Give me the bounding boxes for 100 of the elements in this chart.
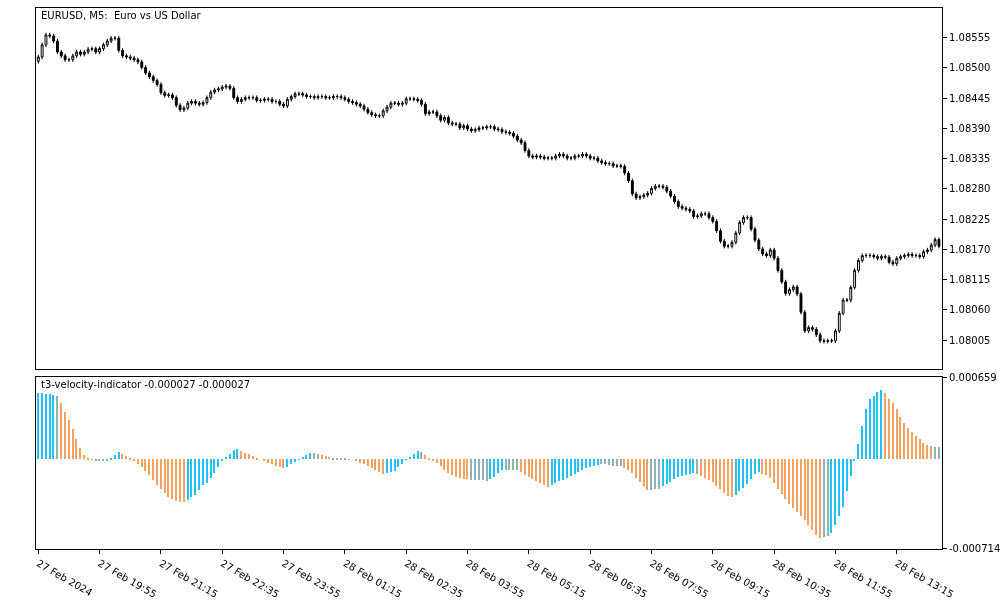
- bar: [520, 459, 522, 473]
- candlestick: [132, 55, 136, 63]
- candlestick: [696, 213, 699, 220]
- bar: [765, 459, 767, 476]
- candlestick: [558, 151, 561, 159]
- candlestick: [239, 96, 243, 105]
- bar: [125, 456, 127, 460]
- bar: [179, 459, 181, 503]
- bar: [451, 459, 453, 476]
- bar: [558, 459, 560, 482]
- y-tick-label: 1.08445: [949, 92, 991, 104]
- bar: [735, 459, 737, 496]
- candlestick: [538, 153, 542, 160]
- candlestick: [209, 89, 213, 101]
- candlestick: [665, 184, 669, 194]
- bar: [447, 459, 449, 474]
- bar: [225, 457, 227, 460]
- candlestick: [79, 49, 82, 57]
- bar: [631, 459, 633, 474]
- bar: [440, 459, 442, 467]
- candlestick: [500, 126, 504, 135]
- bar: [148, 459, 150, 476]
- bar: [336, 458, 338, 461]
- candlestick: [389, 100, 393, 110]
- bar: [731, 459, 733, 498]
- bar: [286, 459, 288, 468]
- bar: [608, 459, 610, 466]
- bar: [45, 394, 47, 460]
- candlestick: [282, 101, 286, 109]
- candlestick: [887, 254, 891, 265]
- bar: [83, 455, 85, 460]
- bar: [666, 459, 668, 485]
- candlestick: [75, 49, 79, 59]
- bar: [880, 390, 882, 460]
- candlestick: [462, 123, 466, 131]
- candlestick: [535, 153, 538, 160]
- bar: [784, 459, 786, 500]
- bar: [535, 459, 537, 482]
- bar: [888, 399, 890, 460]
- bar: [677, 459, 679, 478]
- bar: [846, 459, 848, 492]
- candlestick: [354, 99, 358, 107]
- candlestick: [374, 112, 377, 119]
- bar: [581, 459, 583, 471]
- bar: [746, 459, 748, 485]
- bar: [233, 450, 235, 460]
- candlestick: [232, 85, 236, 101]
- bar: [873, 396, 875, 460]
- y-tick-label: 1.08005: [949, 334, 991, 346]
- bar: [137, 459, 139, 465]
- y-tick-label: 1.08225: [949, 213, 991, 225]
- bar: [386, 459, 388, 474]
- bar: [723, 459, 725, 494]
- candlestick: [768, 247, 772, 259]
- bar: [432, 459, 434, 462]
- bar: [842, 459, 844, 508]
- bar: [669, 459, 671, 483]
- candlestick: [339, 93, 343, 101]
- bar: [355, 459, 357, 462]
- y-tick-label: 0.000659: [949, 371, 997, 383]
- candlestick: [581, 151, 584, 159]
- bar: [175, 459, 177, 502]
- candlestick: [891, 259, 895, 267]
- candlestick: [588, 153, 592, 161]
- bar: [850, 459, 852, 477]
- candlestick: [404, 96, 408, 106]
- bar: [777, 459, 779, 490]
- candlestick: [868, 252, 872, 259]
- bar: [593, 459, 595, 467]
- bar: [788, 459, 790, 505]
- candlestick: [895, 255, 899, 267]
- candlestick: [224, 83, 228, 90]
- bar: [363, 459, 365, 465]
- candlestick: [684, 205, 688, 213]
- bar: [892, 403, 894, 460]
- candlestick: [791, 284, 795, 293]
- candlestick: [876, 253, 880, 261]
- bar: [321, 455, 323, 460]
- bar: [56, 396, 58, 460]
- candlestick: [320, 93, 324, 100]
- bar: [267, 459, 269, 464]
- bar: [49, 394, 51, 460]
- candlestick: [554, 153, 558, 161]
- bar: [643, 459, 645, 487]
- bar: [87, 458, 89, 461]
- bar: [512, 459, 514, 471]
- candlestick: [435, 109, 439, 119]
- bar: [221, 459, 223, 462]
- bar: [646, 459, 648, 491]
- bar: [309, 453, 311, 460]
- candlestick: [653, 183, 657, 192]
- bar: [562, 459, 564, 481]
- bar: [861, 426, 863, 460]
- bar: [700, 459, 702, 477]
- candlestick: [301, 91, 305, 98]
- candlestick: [366, 106, 370, 116]
- bar: [493, 459, 495, 478]
- bar: [474, 459, 476, 481]
- candlestick: [584, 151, 588, 159]
- bar: [804, 459, 806, 521]
